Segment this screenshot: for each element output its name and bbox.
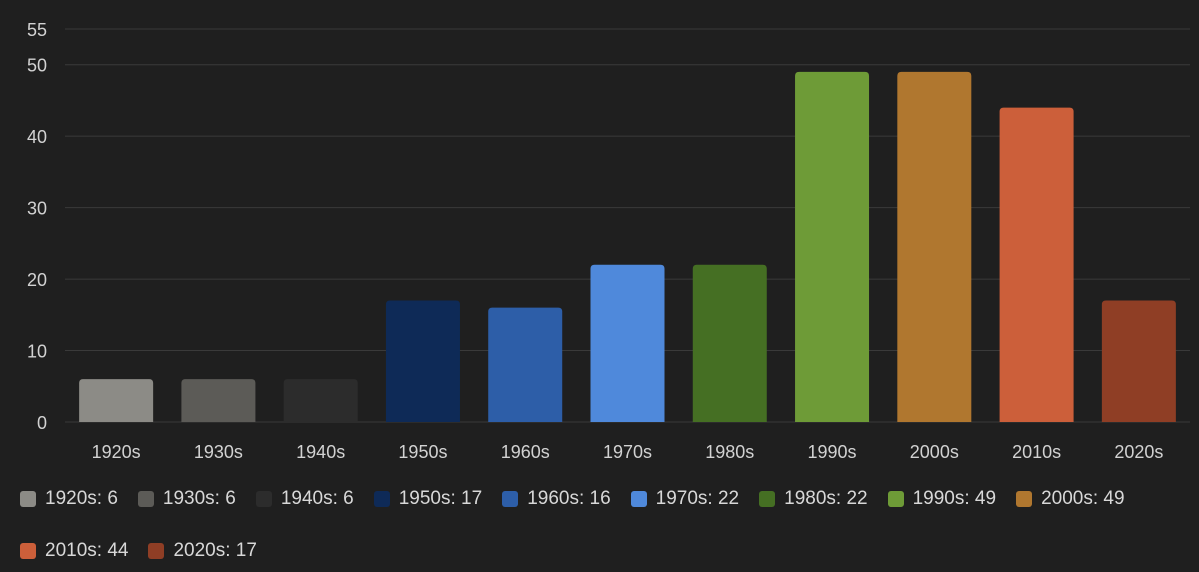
legend-item-1950s[interactable]: 1950s: 17 — [373, 484, 483, 514]
legend-swatch — [255, 491, 272, 507]
y-tick-label: 50 — [27, 56, 47, 76]
x-tick-label: 1970s — [603, 442, 652, 462]
legend: 1920s: 6 1930s: 6 1940s: 6 1950s: 17 1960s: … — [20, 484, 1180, 566]
legend-item-1920s[interactable]: 1920s: 6 — [20, 484, 118, 514]
legend-swatch — [759, 491, 776, 507]
legend-label: 1980s: 22 — [784, 488, 868, 509]
legend-item-2020s[interactable]: 2020s: 17 — [148, 536, 257, 566]
legend-label: 2020s: 17 — [173, 540, 257, 561]
legend-swatch — [20, 543, 36, 559]
legend-label: 1950s: 17 — [398, 488, 483, 509]
legend-item-2010s[interactable]: 2010s: 44 — [20, 536, 128, 566]
legend-label: 2010s: 44 — [45, 540, 129, 561]
x-axis-ticks: 1920s 1930s 1940s 1950s 1960s 1970s 1980s 1990s… — [92, 442, 1164, 462]
legend-item-1930s[interactable]: 1930s: 6 — [137, 484, 236, 514]
legend-item-1940s[interactable]: 1940s: 6 — [255, 484, 354, 514]
bars — [79, 71, 1176, 422]
x-tick-label: 1990s — [808, 442, 857, 462]
bar-2020s[interactable] — [1101, 300, 1176, 422]
y-tick-label: 0 — [37, 413, 47, 433]
legend-item-1960s[interactable]: 1960s: 16 — [502, 484, 611, 514]
bar-1980s[interactable] — [692, 264, 767, 422]
x-tick-label: 2000s — [910, 442, 959, 462]
legend-label: 1930s: 6 — [162, 488, 236, 509]
legend-item-1970s[interactable]: 1970s: 22 — [630, 484, 740, 514]
bar-1920s[interactable] — [79, 379, 154, 422]
legend-label: 1990s: 49 — [912, 488, 997, 509]
legend-label: 1970s: 22 — [655, 488, 740, 509]
legend-item-1980s[interactable]: 1980s: 22 — [759, 484, 868, 514]
y-tick-label: 10 — [27, 342, 47, 362]
bar-1970s[interactable] — [590, 264, 665, 422]
legend-swatch — [373, 491, 390, 507]
bar-2010s[interactable] — [999, 107, 1074, 422]
x-tick-label: 1980s — [705, 442, 754, 462]
x-tick-label: 1950s — [398, 442, 447, 462]
y-tick-label: 20 — [27, 270, 47, 290]
legend-label: 1940s: 6 — [280, 488, 354, 509]
x-tick-label: 2010s — [1012, 442, 1061, 462]
bar-1930s[interactable] — [181, 379, 256, 422]
x-tick-label: 2020s — [1114, 442, 1163, 462]
bar-2000s[interactable] — [897, 71, 972, 422]
x-tick-label: 1930s — [194, 442, 243, 462]
bar-1960s[interactable] — [488, 307, 563, 422]
legend-swatch — [1016, 491, 1033, 507]
legend-swatch — [20, 491, 36, 507]
x-tick-label: 1920s — [92, 442, 141, 462]
legend-label: 1920s: 6 — [45, 488, 118, 509]
legend-swatch — [148, 543, 165, 559]
y-axis-ticks: 0 10 20 30 40 50 55 — [27, 20, 47, 433]
y-tick-label: 55 — [27, 20, 47, 40]
legend-swatch — [630, 491, 647, 507]
legend-swatch — [137, 491, 154, 507]
bar-1940s[interactable] — [283, 379, 358, 422]
legend-swatch — [502, 491, 519, 507]
y-tick-label: 30 — [27, 199, 47, 219]
legend-item-2000s[interactable]: 2000s: 49 — [1016, 484, 1125, 514]
y-tick-label: 40 — [27, 127, 47, 147]
legend-swatch — [887, 491, 904, 507]
legend-item-1990s[interactable]: 1990s: 49 — [887, 484, 997, 514]
legend-label: 2000s: 49 — [1041, 488, 1125, 509]
legend-label: 1960s: 16 — [527, 488, 611, 509]
bar-1990s[interactable] — [795, 71, 870, 422]
x-tick-label: 1960s — [501, 442, 550, 462]
x-tick-label: 1940s — [296, 442, 345, 462]
bar-1950s[interactable] — [385, 300, 460, 422]
